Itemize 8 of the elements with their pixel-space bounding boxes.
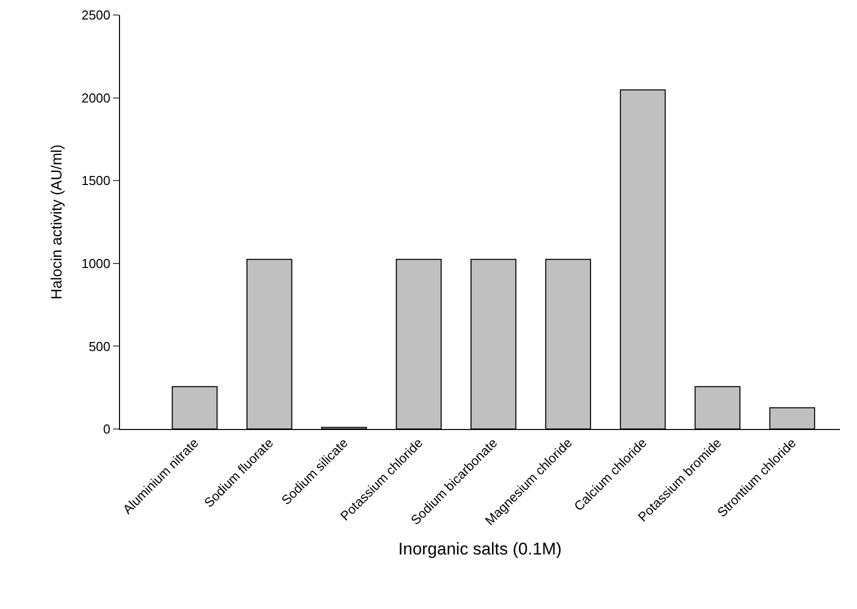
y-tick-label: 2000 [81,90,110,106]
y-tick-label: 2500 [81,8,110,23]
y-tick-label: 1500 [81,173,110,188]
y-tick-label: 0 [103,422,110,437]
y-axis-title: Halocin activity (AU/ml) [48,144,66,300]
y-tick-label: 500 [88,338,110,354]
x-axis-title: Inorganic salts (0.1M) [398,539,562,558]
y-tick-label: 1000 [81,256,110,271]
